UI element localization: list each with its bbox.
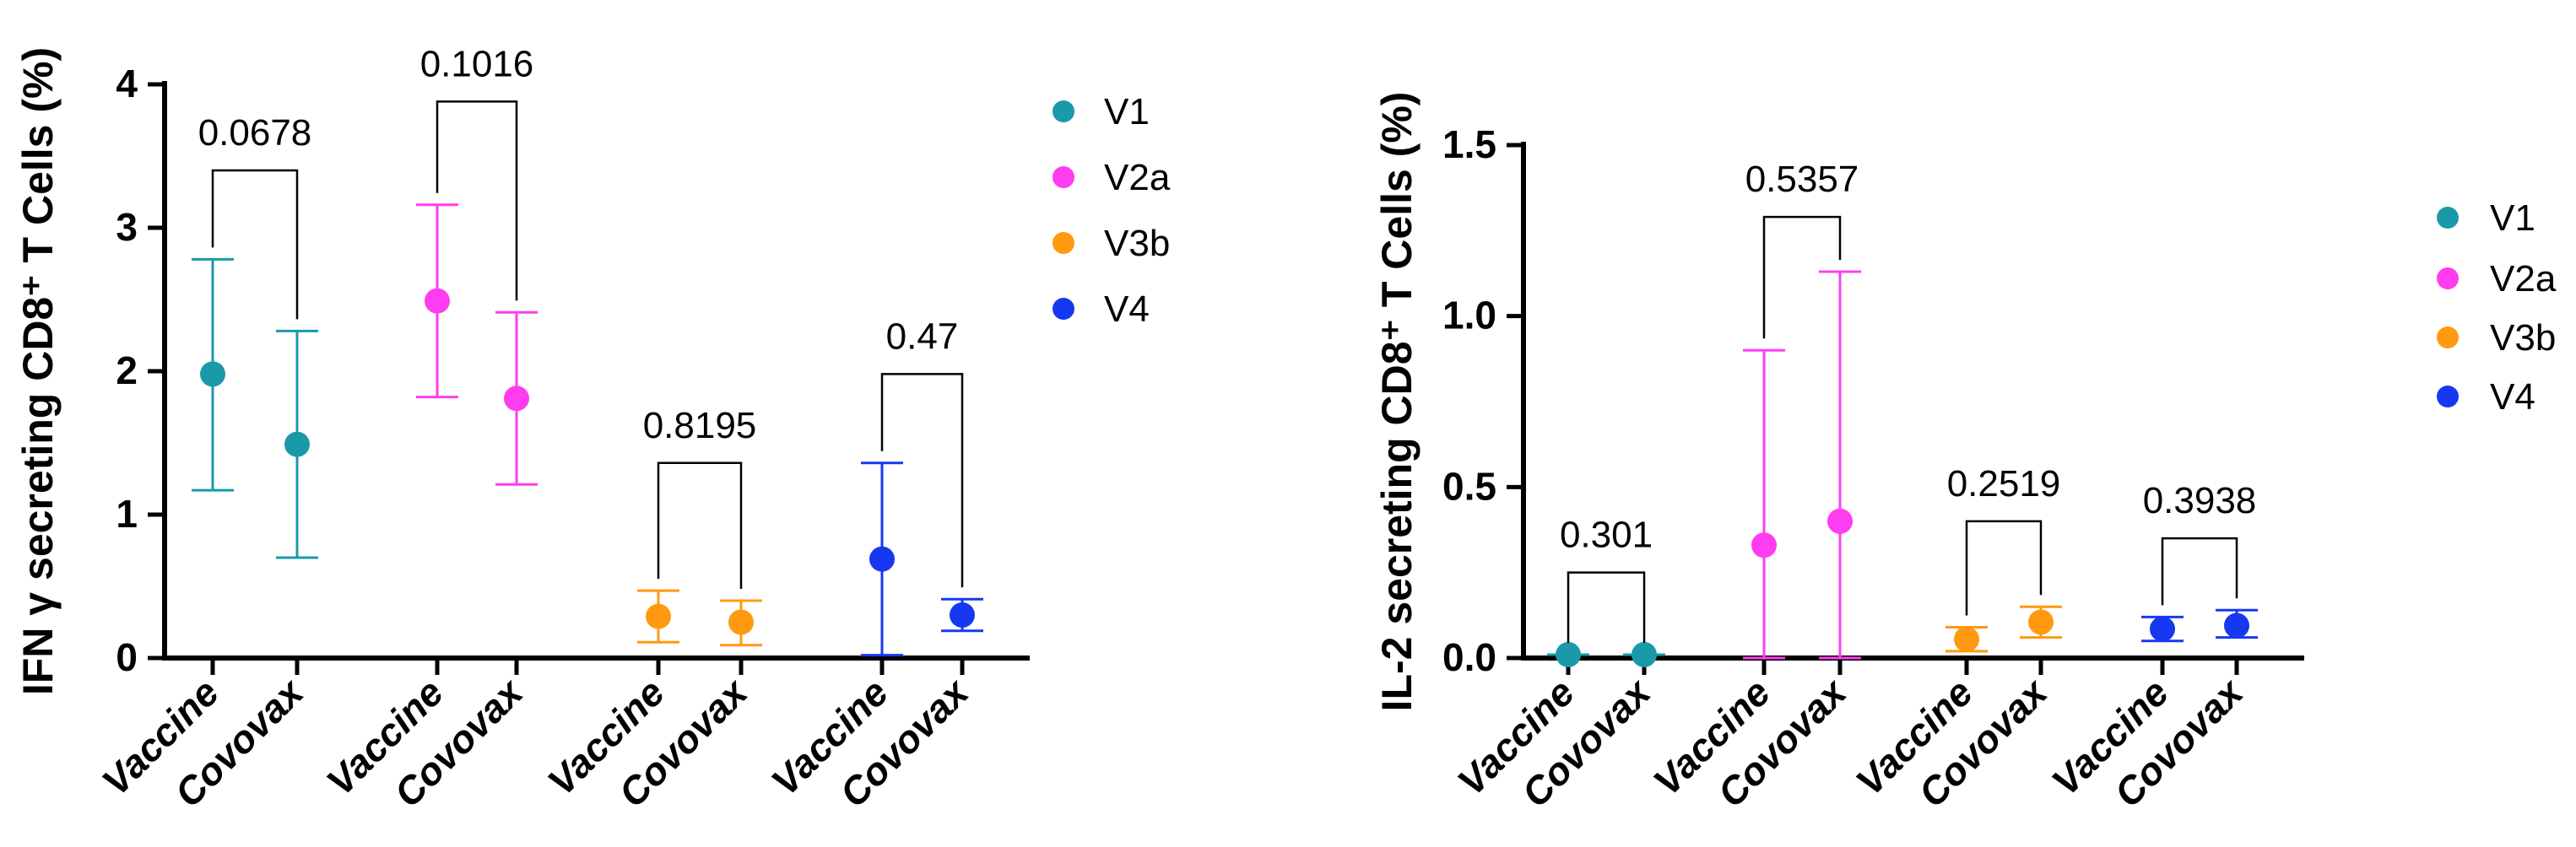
data-point bbox=[1556, 641, 1581, 667]
legend-marker bbox=[2437, 207, 2459, 229]
y-tick-label: 1.0 bbox=[1442, 294, 1496, 337]
data-point bbox=[284, 431, 310, 457]
data-point bbox=[950, 602, 975, 628]
p-value-label: 0.5357 bbox=[1745, 159, 1859, 200]
legend-label: V1 bbox=[2490, 197, 2535, 239]
y-axis-label: IFN γ secreting CD8⁺ T Cells (%) bbox=[14, 47, 62, 695]
y-tick-label: 0 bbox=[116, 635, 138, 679]
legend-label: V1 bbox=[1104, 91, 1150, 132]
p-value-label: 0.47 bbox=[886, 316, 959, 357]
p-value-label: 0.3938 bbox=[2143, 480, 2257, 521]
y-axis-label: IL-2 secreting CD8⁺ T Cells (%) bbox=[1373, 92, 1421, 712]
p-value-label: 0.2519 bbox=[1947, 463, 2061, 504]
data-point bbox=[1954, 626, 1979, 652]
p-value-label: 0.1016 bbox=[420, 43, 534, 84]
legend-label: V2a bbox=[1104, 157, 1171, 198]
legend-label: V3b bbox=[2490, 317, 2556, 359]
y-tick-label: 4 bbox=[116, 62, 138, 105]
legend-label: V2a bbox=[2490, 258, 2557, 299]
y-tick-label: 3 bbox=[116, 205, 138, 249]
y-tick-label: 0.5 bbox=[1442, 464, 1496, 508]
y-tick-label: 1 bbox=[116, 492, 138, 536]
significance-bracket bbox=[880, 373, 964, 588]
legend-label: V3b bbox=[1104, 223, 1170, 264]
p-value-label: 0.8195 bbox=[643, 405, 757, 446]
legend-marker bbox=[2437, 326, 2459, 348]
significance-bracket bbox=[1762, 215, 1842, 339]
data-point bbox=[2224, 612, 2249, 639]
data-point bbox=[1751, 532, 1777, 558]
significance-bracket bbox=[211, 169, 299, 320]
data-point bbox=[1827, 508, 1853, 534]
significance-bracket bbox=[436, 100, 518, 301]
p-value-label: 0.0678 bbox=[198, 112, 312, 154]
y-tick-label: 0.0 bbox=[1442, 635, 1496, 679]
data-point bbox=[425, 288, 450, 314]
data-point bbox=[646, 603, 671, 629]
data-point bbox=[504, 386, 529, 412]
il2-chart: 0.0 0.5 1.0 1.5 IL-2 secreting CD8⁺ T Cells … bbox=[1373, 92, 2557, 816]
legend-marker bbox=[2437, 267, 2459, 289]
legend-marker bbox=[1053, 232, 1074, 254]
y-tick-label: 1.5 bbox=[1442, 122, 1496, 166]
p-value-label: 0.301 bbox=[1560, 515, 1653, 556]
legend-label: V4 bbox=[2490, 376, 2535, 418]
data-point bbox=[200, 361, 225, 387]
legend-marker bbox=[1053, 100, 1074, 122]
legend-marker bbox=[1053, 166, 1074, 188]
data-point bbox=[869, 546, 895, 572]
data-point bbox=[1632, 641, 1657, 667]
data-point bbox=[2150, 616, 2175, 642]
y-tick-label: 2 bbox=[116, 348, 138, 392]
data-point bbox=[2028, 609, 2054, 635]
data-point bbox=[728, 609, 754, 635]
significance-bracket bbox=[657, 461, 743, 589]
legend-marker bbox=[2437, 386, 2459, 407]
significance-bracket bbox=[1965, 520, 2043, 616]
legend-marker bbox=[1053, 298, 1074, 320]
significance-bracket bbox=[2161, 537, 2238, 606]
legend-label: V4 bbox=[1104, 289, 1150, 330]
significance-bracket bbox=[1567, 571, 1646, 643]
